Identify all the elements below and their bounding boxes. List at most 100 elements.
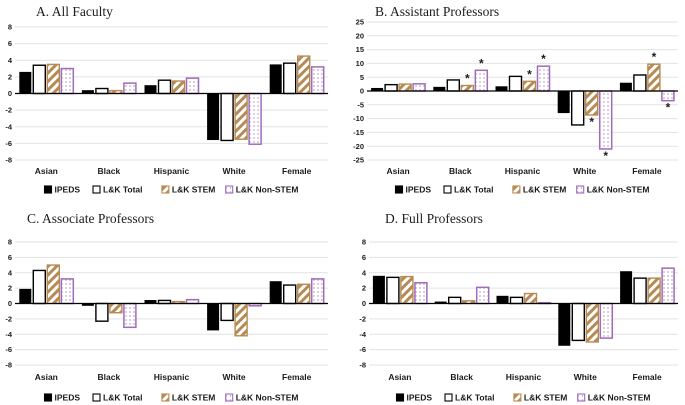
bar-l-k-non-stem-white xyxy=(248,92,262,145)
legend-swatch-lk-stem xyxy=(161,185,170,194)
bar-l-k-non-stem-black xyxy=(123,302,137,329)
significance-star: * xyxy=(479,56,484,70)
y-tick-label: 6 xyxy=(8,253,12,262)
panel-title: C. Associate Professors xyxy=(27,211,155,226)
legend-swatch-lk-nonstem xyxy=(225,393,234,402)
legend-swatch-lk-stem xyxy=(513,393,522,402)
legend-item-lk-stem: L&K STEM xyxy=(512,185,566,195)
bar-l-k-stem-asian xyxy=(46,264,60,305)
category-label: Hispanic xyxy=(506,372,542,382)
y-tick-label: 10 xyxy=(356,59,364,68)
legend-item-lk-nonstem: L&K Non-STEM xyxy=(225,393,298,403)
bar-ipeds-asian xyxy=(372,275,385,304)
bar-l-k-stem-hispanic xyxy=(171,80,186,95)
category-label: Hispanic xyxy=(505,166,541,176)
significance-star: * xyxy=(666,101,671,115)
y-tick-label: 0 xyxy=(8,89,12,98)
legend-label: L&K Non-STEM xyxy=(588,393,651,403)
bar-l-k-total-asian xyxy=(386,276,400,305)
bar-l-k-non-stem-hispanic xyxy=(185,77,200,95)
bar-l-k-total-female xyxy=(633,74,647,92)
bar-l-k-non-stem-white xyxy=(599,302,614,339)
significance-star: * xyxy=(603,149,608,163)
legend-swatch-lk-total xyxy=(444,393,453,402)
bar-l-k-total-white xyxy=(220,92,234,142)
bar-chart-all-faculty: 8 6 4 2 0 -2 -4 -6 -8 Asian Black Hispanic White Fema… xyxy=(5,23,328,195)
bar-l-k-non-stem-asian xyxy=(60,278,75,305)
legend-swatch-ipeds xyxy=(394,185,404,194)
bar-ipeds-female xyxy=(620,271,633,304)
legend-swatch-ipeds xyxy=(395,393,405,402)
bar-l-k-total-hispanic xyxy=(508,75,523,92)
bar-ipeds-hispanic xyxy=(144,85,157,94)
y-tick-label: -8 xyxy=(5,361,12,370)
y-tick-label: -2 xyxy=(5,314,12,323)
category-label: White xyxy=(574,372,597,382)
y-tick-label: 8 xyxy=(8,23,12,32)
legend-swatch-lk-nonstem xyxy=(577,393,586,402)
legend-item-lk-stem: L&K STEM xyxy=(513,393,567,403)
panel-title: D. Full Professors xyxy=(385,211,483,226)
bar-ipeds-black xyxy=(81,90,94,94)
y-tick-label: -8 xyxy=(5,156,12,165)
y-tick-label: -20 xyxy=(353,142,364,151)
category-label: Black xyxy=(450,372,473,382)
significance-star: * xyxy=(465,71,470,85)
category-label: White xyxy=(223,372,246,382)
legend-label: IPEDS xyxy=(406,185,432,195)
legend-item-ipeds: IPEDS xyxy=(43,393,81,403)
bar-l-k-non-stem-asian xyxy=(412,83,426,92)
category-label: Female xyxy=(282,372,312,382)
bar-l-k-stem-white xyxy=(234,92,248,140)
y-tick-label: 4 xyxy=(8,268,13,277)
y-tick-label: 8 xyxy=(8,238,12,247)
bar-l-k-total-female xyxy=(283,284,297,305)
legend-item-lk-nonstem: L&K Non-STEM xyxy=(576,185,649,195)
bar-l-k-total-black xyxy=(446,79,461,92)
category-label: Hispanic xyxy=(154,166,190,176)
y-tick-label: 2 xyxy=(362,284,366,293)
bar-l-k-total-white xyxy=(220,302,234,322)
y-tick-label: -4 xyxy=(359,330,366,339)
bar-l-k-non-stem-black xyxy=(123,82,137,95)
legend-swatch-lk-total xyxy=(443,185,452,194)
category-label: Asian xyxy=(388,372,411,382)
bar-l-k-total-female xyxy=(283,62,297,95)
bar-l-k-total-hispanic xyxy=(157,79,172,95)
category-label: Female xyxy=(632,166,662,176)
panel-associate-professors: C. Associate Professors 8 6 4 2 0 -2 -4 -6 -8 Asi… xyxy=(0,202,342,405)
bar-l-k-non-stem-female xyxy=(310,278,325,305)
category-label: Asian xyxy=(35,166,58,176)
bar-l-k-stem-asian xyxy=(46,63,60,95)
bar-chart-associate-professors: 8 6 4 2 0 -2 -4 -6 -8 Asian Black Hispanic White Fema… xyxy=(5,238,328,403)
bar-l-k-stem-female xyxy=(647,63,661,92)
bar-l-k-stem-white xyxy=(234,302,248,337)
y-tick-label: -5 xyxy=(357,100,364,109)
legend-swatch-ipeds xyxy=(43,185,53,194)
bar-l-k-stem-asian xyxy=(400,275,414,305)
legend-label: L&K Total xyxy=(103,393,143,403)
bar-l-k-stem-white xyxy=(584,90,599,116)
legend: IPEDS L&K Total L&K STEM L&K Non-STEM xyxy=(43,393,298,403)
bar-l-k-stem-hispanic xyxy=(523,292,538,305)
legend-swatch-lk-nonstem xyxy=(576,185,585,194)
bar-l-k-total-asian xyxy=(32,269,46,305)
panel-title: A. All Faculty xyxy=(36,4,113,19)
bar-ipeds-hispanic xyxy=(496,295,509,304)
legend: IPEDS L&K Total L&K STEM L&K Non-STEM xyxy=(394,185,649,195)
bar-l-k-non-stem-female xyxy=(310,66,325,95)
panel-all-faculty: A. All Faculty 8 6 4 2 0 -2 -4 -6 -8 Asian Black Hi… xyxy=(0,0,342,202)
legend-item-lk-total: L&K Total xyxy=(92,393,143,403)
legend-item-ipeds: IPEDS xyxy=(395,393,432,403)
legend-label: L&K Total xyxy=(454,185,494,195)
bar-l-k-non-stem-female xyxy=(661,267,675,305)
bar-ipeds-white xyxy=(557,91,570,114)
category-label: Asian xyxy=(387,166,410,176)
legend-item-ipeds: IPEDS xyxy=(394,185,432,195)
panel-assistant-professors: B. Assistant Professors 25 20 15 10 5 0 -5 -10 -… xyxy=(342,0,685,202)
bar-l-k-stem-female xyxy=(297,55,311,95)
bar-ipeds-female xyxy=(269,64,282,94)
legend-label: IPEDS xyxy=(55,393,81,403)
legend-item-ipeds: IPEDS xyxy=(43,185,80,195)
